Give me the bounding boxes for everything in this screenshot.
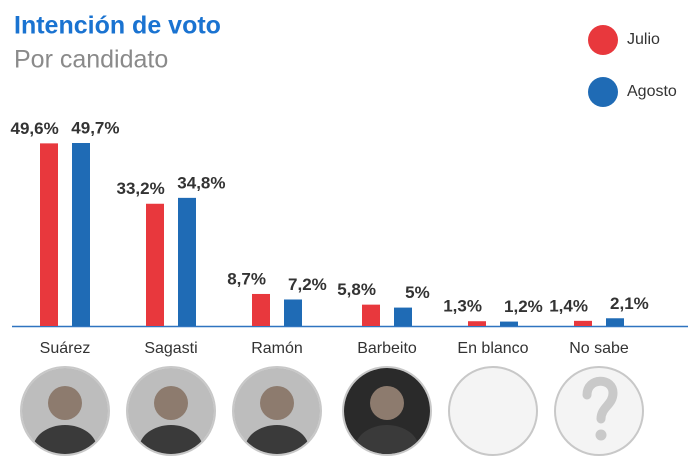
value-label: 1,3%	[443, 297, 482, 316]
photo-frame	[448, 366, 538, 456]
bar	[362, 304, 380, 326]
value-label: 7,2%	[288, 275, 327, 294]
x-tick-label: En blanco	[457, 340, 528, 357]
photo	[554, 366, 644, 456]
portrait	[344, 368, 430, 454]
value-label: 8,7%	[227, 269, 266, 288]
value-label: 5,8%	[337, 280, 376, 299]
bar	[606, 318, 624, 326]
bar	[394, 307, 412, 326]
legend-label: Julio	[627, 31, 660, 48]
bar	[252, 293, 270, 326]
portrait	[128, 368, 214, 454]
portrait	[234, 368, 320, 454]
portrait-body	[245, 425, 309, 454]
photo	[342, 366, 432, 456]
bar	[40, 143, 58, 326]
bar	[72, 143, 90, 326]
bar	[468, 321, 486, 326]
bar	[284, 299, 302, 326]
x-tick-label: Suárez	[40, 340, 91, 357]
x-tick-label: No sabe	[569, 340, 629, 357]
portrait-body	[139, 425, 203, 454]
legend-swatch	[588, 25, 618, 55]
portrait-body	[33, 425, 97, 454]
portrait	[22, 368, 108, 454]
photo	[20, 366, 110, 456]
bar	[574, 320, 592, 326]
value-label: 5%	[405, 283, 430, 302]
portrait-head	[260, 386, 294, 420]
photos	[20, 366, 644, 456]
bar	[146, 203, 164, 326]
chart-title: Intención de voto	[14, 12, 221, 40]
x-tick-label: Sagasti	[144, 340, 197, 357]
value-label: 49,6%	[10, 119, 58, 138]
portrait-head	[370, 386, 404, 420]
x-tick-label: Barbeito	[357, 340, 417, 357]
value-label: 1,2%	[504, 297, 543, 316]
value-label: 33,2%	[116, 179, 164, 198]
photo	[126, 366, 216, 456]
value-label: 2,1%	[610, 294, 649, 313]
bar	[500, 321, 518, 326]
portrait-head	[48, 386, 82, 420]
value-label: 49,7%	[71, 118, 119, 137]
portrait-head	[154, 386, 188, 420]
portrait-body	[355, 425, 419, 454]
value-label: 34,8%	[177, 173, 225, 192]
question-dot	[595, 429, 607, 441]
legend-swatch	[588, 77, 618, 107]
x-tick-label: Ramón	[251, 340, 303, 357]
chart-subtitle: Por candidato	[14, 46, 168, 74]
question-icon	[582, 376, 618, 424]
photo	[232, 366, 322, 456]
photo	[448, 366, 538, 456]
legend-label: Agosto	[627, 83, 677, 100]
value-label: 1,4%	[549, 296, 588, 315]
bar	[178, 197, 196, 326]
